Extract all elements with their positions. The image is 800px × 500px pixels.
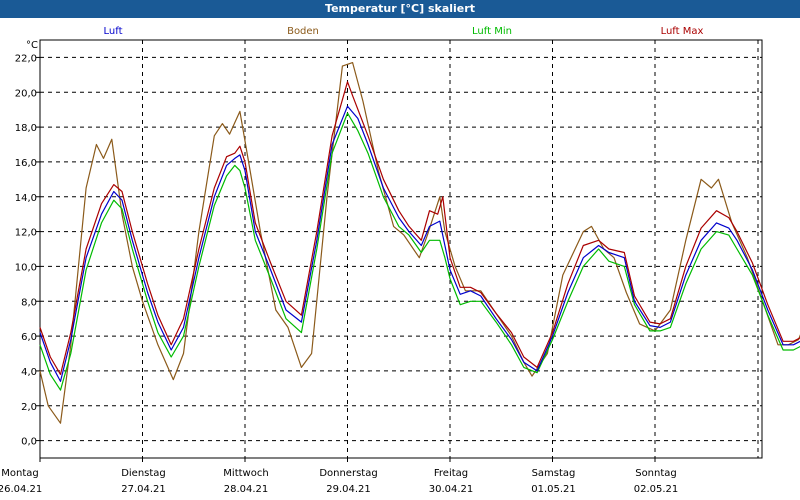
y-tick-label: 14,0 bbox=[15, 193, 37, 204]
series-line-luft-min bbox=[39, 112, 800, 391]
series-line-luft bbox=[39, 105, 800, 382]
day-date-label: 26.04.21 bbox=[0, 484, 42, 495]
y-tick-label: 20,0 bbox=[15, 88, 37, 99]
legend-entry: Luft Min bbox=[472, 26, 512, 37]
legend: Luft Boden Luft Min Luft Max bbox=[104, 26, 704, 37]
chart-title-bar: Temperatur [°C] skaliert bbox=[0, 0, 800, 18]
day-date-label: 28.04.21 bbox=[224, 484, 269, 495]
y-tick-label: 6,0 bbox=[21, 332, 37, 343]
y-axis-unit-label: °C bbox=[26, 40, 38, 51]
day-date-label: 29.04.21 bbox=[326, 484, 371, 495]
y-tick-label: 12,0 bbox=[15, 228, 37, 239]
y-tick-label: 10,0 bbox=[15, 262, 37, 273]
day-date-label: 30.04.21 bbox=[429, 484, 474, 495]
y-tick-label: 22,0 bbox=[15, 53, 37, 64]
series-line-boden bbox=[39, 61, 800, 424]
y-tick-label: 0,0 bbox=[21, 437, 37, 448]
y-tick-label: 18,0 bbox=[15, 123, 37, 134]
y-axis-ticks: 0,0 2,0 4,0 6,0 8,0 10,0 12,0 14,0 16,0 18,0 20,0 2… bbox=[15, 53, 40, 448]
legend-entry: Luft Max bbox=[661, 26, 704, 37]
day-name-label: Sonntag bbox=[635, 468, 677, 479]
y-tick-label: 2,0 bbox=[21, 402, 37, 413]
day-date-label: 02.05.21 bbox=[634, 484, 679, 495]
y-tick-label: 4,0 bbox=[21, 367, 37, 378]
day-name-label: Freitag bbox=[434, 468, 468, 479]
day-name-label: Donnerstag bbox=[319, 468, 377, 479]
plot-frame bbox=[39, 39, 763, 459]
series-line-luft-max bbox=[39, 81, 800, 375]
day-date-label: 27.04.21 bbox=[121, 484, 166, 495]
temperature-chart: 0,0 2,0 4,0 6,0 8,0 10,0 12,0 14,0 16,0 18,0 20,0 2… bbox=[0, 18, 800, 500]
legend-entry: Boden bbox=[287, 26, 319, 37]
y-tick-label: 8,0 bbox=[21, 297, 37, 308]
legend-entry: Luft bbox=[104, 26, 123, 37]
chart-grid bbox=[40, 40, 762, 458]
series-group bbox=[39, 61, 800, 424]
day-name-label: Montag bbox=[1, 468, 38, 479]
chart-background bbox=[0, 18, 800, 500]
day-name-label: Samstag bbox=[532, 468, 576, 479]
y-tick-label: 16,0 bbox=[15, 158, 37, 169]
x-axis-day-labels: Montag 26.04.21 Dienstag 27.04.21 Mittwoch 28… bbox=[0, 458, 678, 495]
day-name-label: Mittwoch bbox=[223, 468, 268, 479]
day-date-label: 01.05.21 bbox=[531, 484, 576, 495]
day-name-label: Dienstag bbox=[121, 468, 166, 479]
